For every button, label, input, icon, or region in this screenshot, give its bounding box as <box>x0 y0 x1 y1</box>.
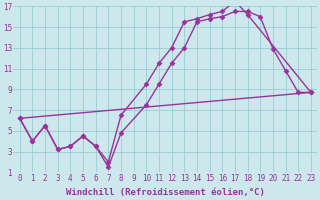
X-axis label: Windchill (Refroidissement éolien,°C): Windchill (Refroidissement éolien,°C) <box>66 188 265 197</box>
